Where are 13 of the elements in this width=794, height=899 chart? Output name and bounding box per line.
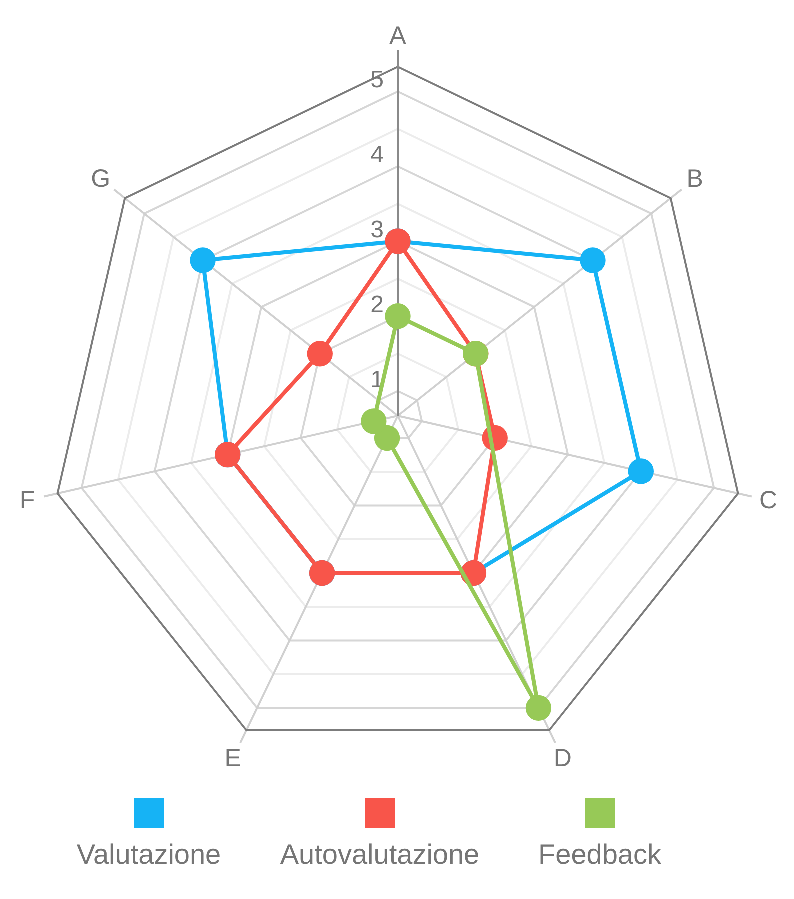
spoke-label: G <box>91 165 111 194</box>
y-tick-label: 2 <box>370 291 384 318</box>
spoke-label: A <box>390 22 407 50</box>
spoke-label: B <box>686 165 704 194</box>
legend-label: Valutazione <box>76 839 222 870</box>
y-tick-label: 3 <box>370 216 384 244</box>
spoke-label: E <box>224 744 242 772</box>
spoke-label: F <box>20 486 36 515</box>
spoke-label: D <box>554 744 572 772</box>
legend-label: Autovalutazione <box>280 839 480 870</box>
spoke-label: C <box>759 486 778 515</box>
legend-label: Feedback <box>538 839 662 870</box>
y-tick-label: 4 <box>370 142 384 169</box>
